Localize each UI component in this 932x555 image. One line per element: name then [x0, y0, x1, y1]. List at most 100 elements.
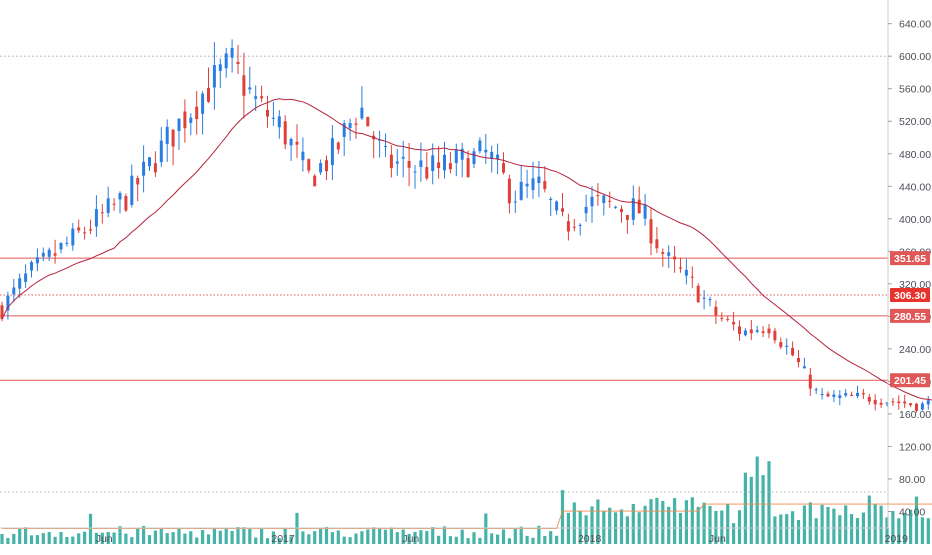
candle-body: [626, 215, 629, 220]
candle-body: [868, 397, 871, 402]
candle-body: [71, 229, 74, 246]
volume-bar: [673, 498, 676, 544]
volume-bar: [183, 534, 186, 544]
volume-bar: [531, 538, 534, 544]
candle-body: [136, 178, 139, 184]
volume-bar: [461, 530, 464, 544]
volume-bar: [18, 528, 21, 544]
volume-bar: [785, 514, 788, 544]
volume-bar: [826, 507, 829, 544]
volume-bar: [201, 530, 204, 544]
volume-bar: [921, 517, 924, 544]
volume-bar: [124, 534, 127, 544]
volume-bar: [71, 537, 74, 544]
volume-bar: [349, 537, 352, 544]
candle-body: [773, 331, 776, 341]
candle-body: [154, 163, 157, 172]
y-tick-label: 560.00: [899, 84, 931, 96]
candle-body: [195, 107, 198, 119]
volume-bar: [685, 500, 688, 544]
candle-body: [113, 204, 116, 205]
candle-body: [201, 94, 204, 114]
candle-body: [543, 181, 546, 189]
candle-body: [762, 331, 765, 333]
candle-body: [467, 158, 470, 177]
x-tick-label: 2019: [885, 533, 909, 545]
y-tick-label: 40.00: [899, 506, 925, 518]
candle-body: [107, 198, 110, 213]
x-tick-label: Jun: [402, 533, 419, 545]
volume-bar: [213, 528, 216, 544]
candle-body: [620, 209, 623, 212]
candle-body: [24, 274, 27, 282]
candle-body: [313, 176, 316, 187]
volume-bar: [762, 475, 765, 544]
volume-bar: [77, 533, 80, 544]
volume-bar: [42, 533, 45, 544]
volume-bar: [24, 527, 27, 544]
candle-body: [508, 179, 511, 204]
candle-body: [838, 395, 841, 398]
candle-body: [213, 65, 216, 87]
candle-body: [307, 159, 310, 170]
volume-bar: [815, 518, 818, 544]
candle-body: [366, 117, 369, 126]
candle-body: [644, 205, 647, 219]
volume-bar: [260, 528, 263, 544]
volume-bar: [59, 532, 62, 544]
price-label: 351.65: [894, 253, 926, 265]
price-label: 306.30: [894, 290, 926, 302]
candle-body: [880, 403, 883, 405]
candle-body: [325, 160, 328, 171]
candle-body: [502, 163, 505, 173]
volume-bar: [661, 501, 664, 544]
volume-bar: [236, 527, 239, 544]
candle-body: [903, 402, 906, 404]
candle-body: [573, 227, 576, 228]
volume-bar: [744, 473, 747, 544]
candle-body: [18, 278, 21, 288]
candle-body: [602, 196, 605, 204]
volume-bar: [36, 535, 39, 544]
x-tick-label: Jun: [709, 533, 726, 545]
candle-body: [714, 307, 717, 316]
candle-body: [697, 286, 700, 303]
candle-body: [850, 395, 853, 396]
volume-bar: [927, 518, 930, 544]
candle-body: [443, 155, 446, 171]
volume-bar: [148, 535, 151, 544]
volume-bar: [54, 537, 57, 544]
volume-bar: [12, 534, 15, 544]
candle-body: [856, 393, 859, 396]
candle-body: [661, 252, 664, 254]
candle-body: [874, 400, 877, 404]
candle-body: [768, 329, 771, 334]
volume-bar: [248, 529, 251, 544]
candle-body: [89, 229, 92, 230]
candle-body: [567, 221, 570, 231]
candle-body: [355, 124, 358, 125]
volume-bar: [313, 531, 316, 544]
volume-bar: [697, 507, 700, 544]
volume-bar: [166, 533, 169, 544]
x-tick-label: Jun: [96, 533, 113, 545]
volume-bar: [868, 496, 871, 545]
volume-bar: [425, 531, 428, 544]
horizontal-levels: [0, 56, 888, 492]
volume-bar: [526, 536, 529, 544]
candle-body: [408, 161, 411, 168]
candle-body: [172, 130, 175, 147]
y-tick-label: 80.00: [899, 474, 925, 486]
volume-bar: [6, 538, 9, 544]
volume-bar: [301, 531, 304, 544]
y-tick-label: 520.00: [899, 116, 931, 128]
candle-body: [726, 319, 729, 320]
volume-bar: [561, 490, 564, 544]
candle-body: [591, 197, 594, 207]
candle-body: [183, 112, 186, 129]
volume-bar: [821, 505, 824, 544]
candle-body: [419, 161, 422, 168]
volume-bar: [756, 457, 759, 545]
